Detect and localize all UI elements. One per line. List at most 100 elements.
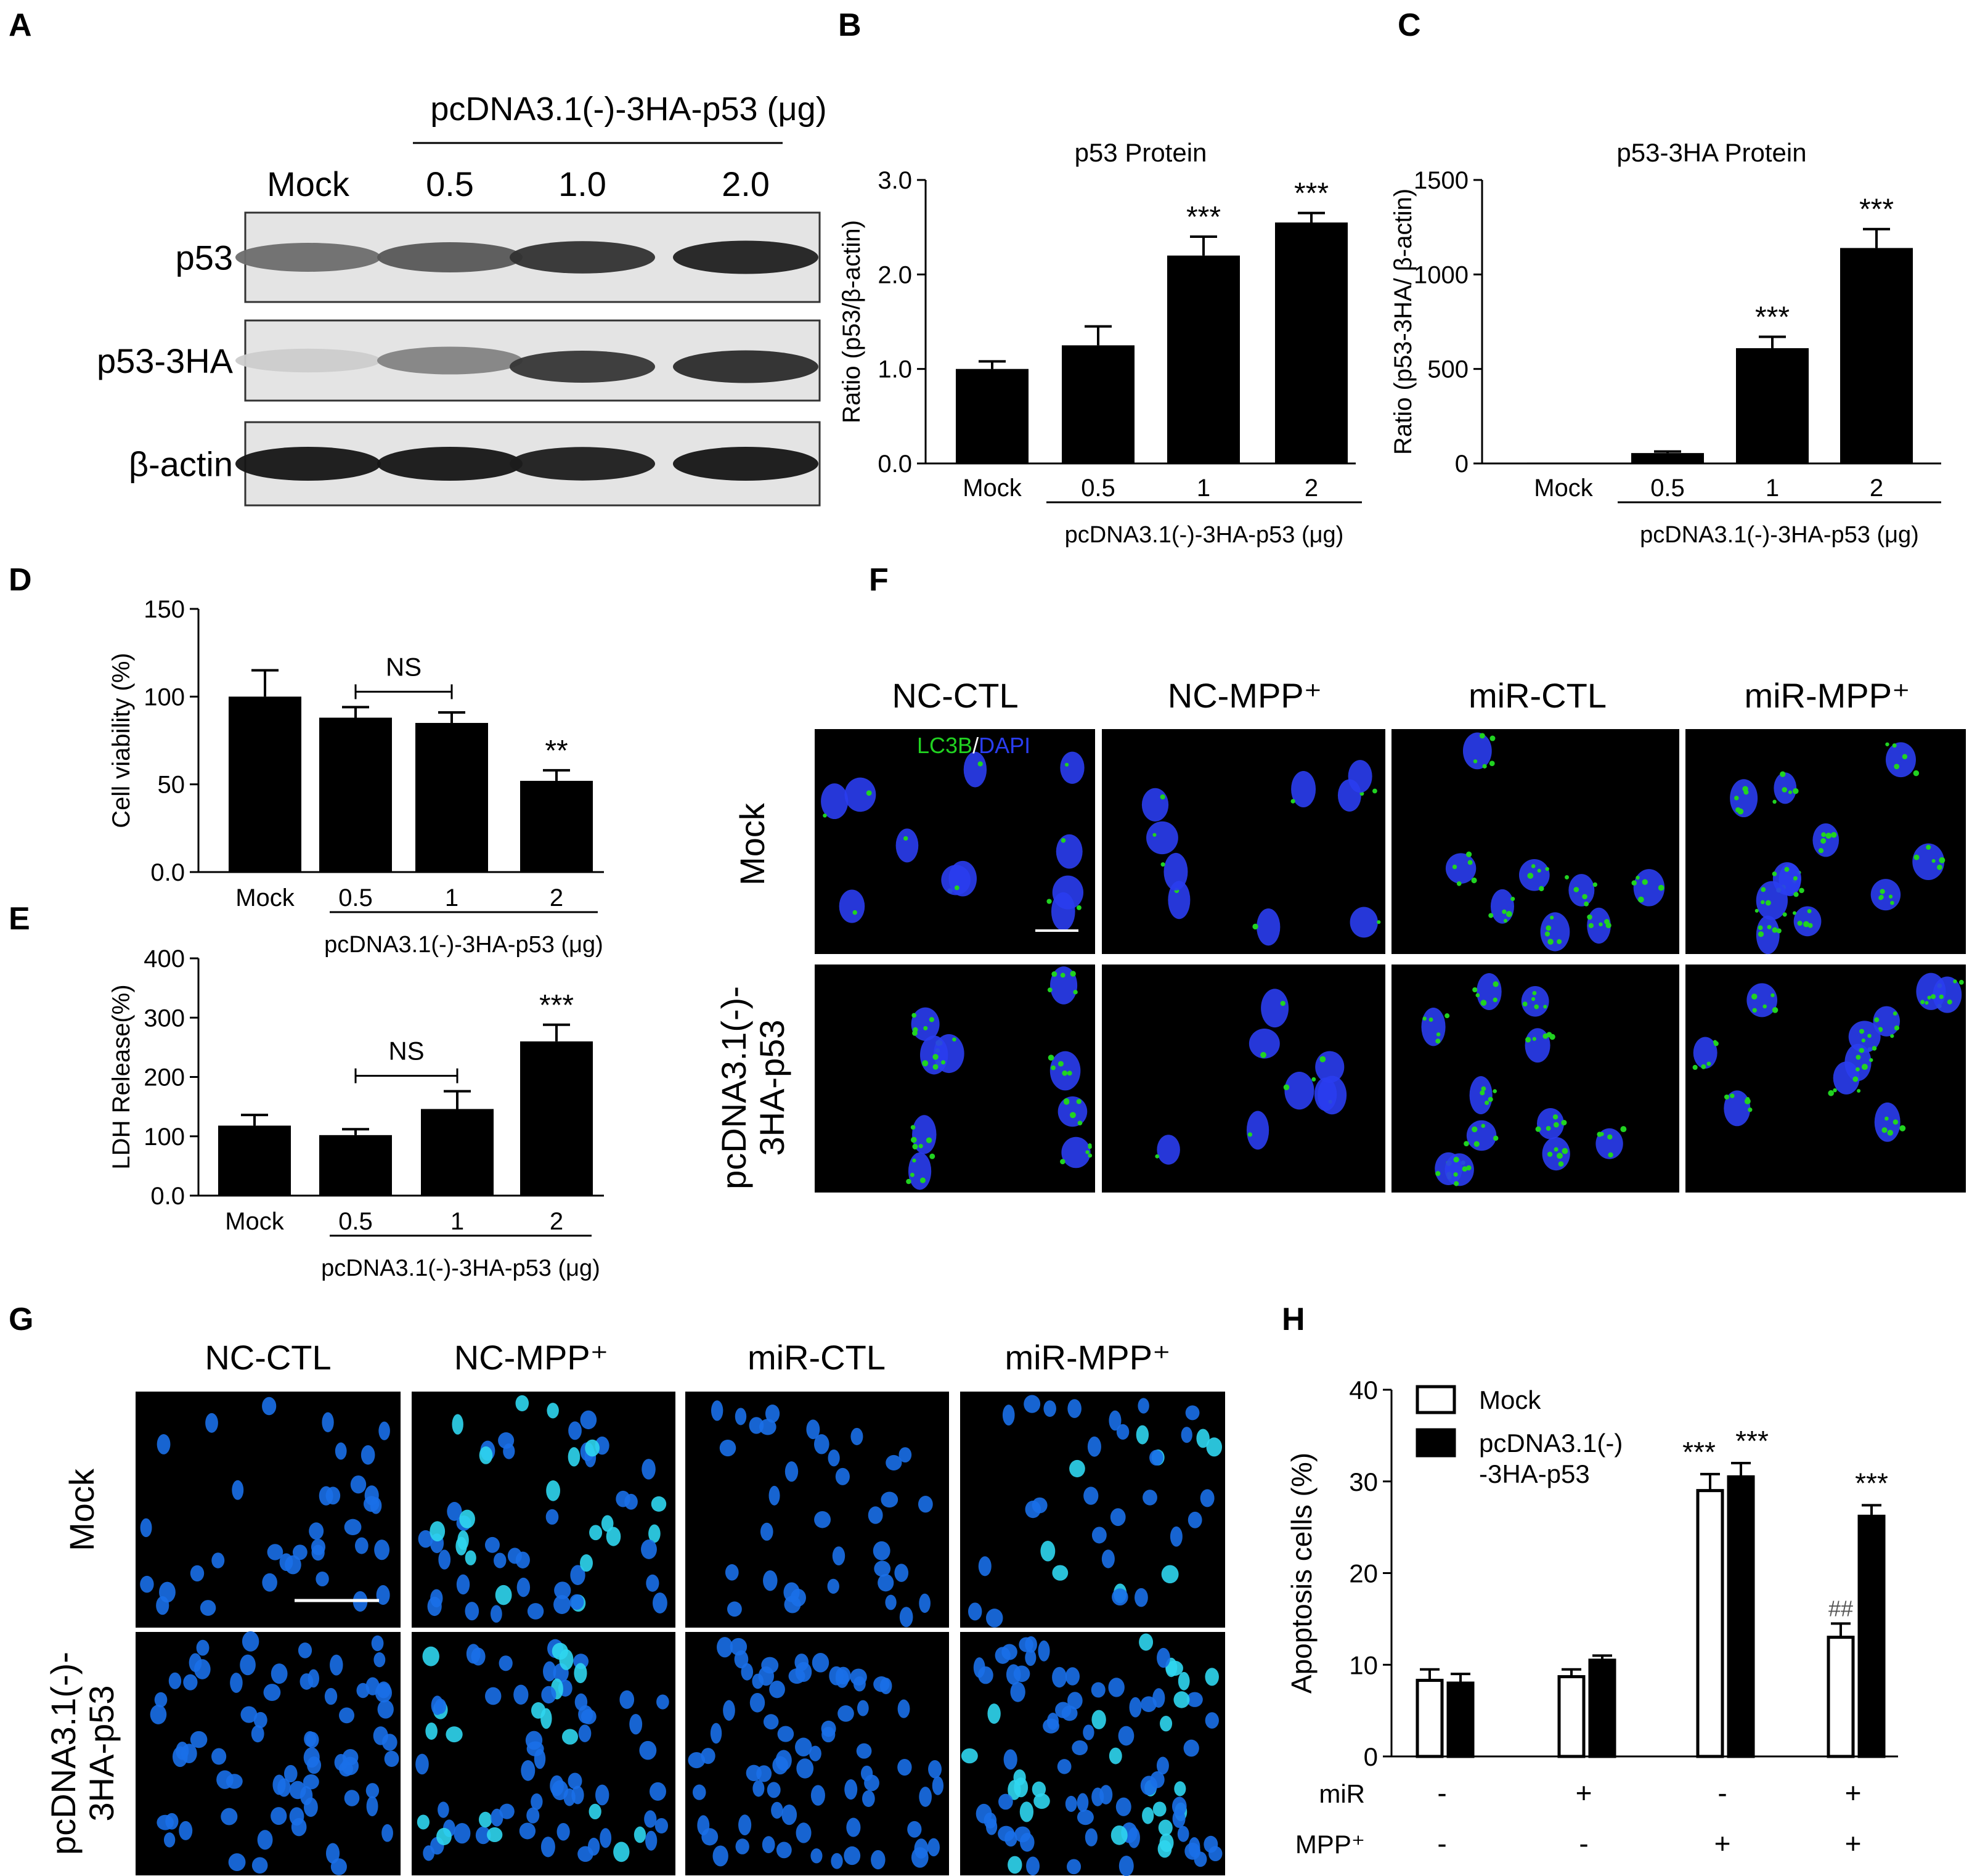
lc3b-puncta (1874, 1017, 1880, 1022)
lc3b-puncta (1953, 979, 1957, 984)
lc3b-puncta (910, 1172, 915, 1177)
nucleus-dot (814, 1511, 831, 1528)
nucleus-dot (507, 1548, 522, 1564)
nucleus-dot (230, 1673, 243, 1693)
nucleus-dot (242, 1631, 259, 1652)
nucleus-dot (1171, 1796, 1187, 1816)
nucleus-dot (585, 1439, 600, 1457)
nucleus-dot (569, 1594, 584, 1610)
nucleus-dot (1139, 1633, 1154, 1651)
lc3b-puncta (1947, 999, 1952, 1005)
y-tick-label: 40 (1349, 1376, 1378, 1405)
nucleus-dot (1185, 1405, 1200, 1421)
stain-legend-sep: / (972, 733, 979, 758)
nucleus-dot (228, 1853, 246, 1871)
nucleus-dot (490, 1605, 502, 1623)
nucleus-dot (810, 1785, 825, 1806)
nucleus-dot (157, 1434, 171, 1454)
band-label: p53-3HA (97, 341, 234, 380)
nucleus-dot (589, 1525, 603, 1541)
lc3b-puncta (1088, 1153, 1093, 1158)
y-tick-label: 2.0 (878, 261, 912, 288)
nucleus-dot (701, 1828, 719, 1846)
lc3b-puncta (1772, 871, 1777, 876)
nucleus-dot (498, 1432, 515, 1449)
bar (1527, 462, 1600, 463)
nucleus-dot (373, 1652, 386, 1668)
lc3b-puncta (1820, 838, 1827, 844)
nucleus-dot (1033, 1793, 1050, 1809)
nucleus-dot (1521, 985, 1549, 1017)
nucleus-dot (794, 1737, 812, 1757)
nucleus-dot (552, 1642, 568, 1660)
group-label: pcDNA3.1(-)-3HA-p53 (μg) (321, 1255, 600, 1281)
nucleus-dot (311, 1544, 325, 1561)
lc3b-puncta (1046, 899, 1052, 904)
nucleus-dot (1083, 1724, 1094, 1740)
nucleus-dot (495, 1584, 512, 1605)
nucleus-dot (1115, 1797, 1131, 1816)
lc3b-puncta (1587, 914, 1592, 920)
nucleus-dot (189, 1653, 202, 1673)
nucleus-dot (456, 1574, 470, 1595)
nucleus-dot (829, 1666, 844, 1686)
lc3b-puncta (1531, 997, 1536, 1001)
blot-band (377, 447, 523, 481)
lc3b-puncta (1588, 923, 1594, 929)
micrograph-tile (136, 1631, 401, 1875)
condition-value: + (1845, 1777, 1862, 1809)
nucleus-dot (619, 1690, 635, 1709)
nucleus-dot (1885, 742, 1916, 778)
micrograph-tile (1391, 729, 1679, 954)
nucleus-dot (1142, 1807, 1154, 1824)
nucleus-dot (574, 1693, 588, 1711)
stain-legend-blue: DAPI (979, 733, 1030, 758)
nucleus-dot (927, 1838, 940, 1857)
lc3b-puncta (1744, 1098, 1751, 1104)
bar (319, 717, 392, 872)
nucleus-dot (832, 1546, 845, 1565)
panel-label-e: E (9, 901, 30, 937)
nucleus-dot (1019, 1801, 1034, 1822)
nucleus-dot (516, 1577, 531, 1597)
lc3b-puncta (1073, 990, 1078, 995)
nucleus-dot (541, 1686, 556, 1704)
nucleus-dot (1183, 1739, 1199, 1757)
nucleus-dot (526, 1807, 540, 1824)
condition-label: miR (1319, 1779, 1365, 1808)
lc3b-puncta (1048, 1054, 1054, 1061)
nucleus-dot (1284, 1071, 1314, 1110)
nucleus-dot (860, 1765, 873, 1781)
nucleus-dot (211, 1552, 225, 1568)
lc3b-puncta (977, 761, 983, 767)
blot-band (235, 243, 381, 272)
lc3b-puncta (1765, 900, 1771, 906)
nucleus-dot (1350, 907, 1378, 938)
y-tick-label: 100 (144, 683, 185, 711)
nucleus-dot (1933, 976, 1962, 1013)
x-tick-label: Mock (1534, 475, 1594, 502)
y-tick-label: 1000 (1414, 261, 1469, 288)
lc3b-puncta (1155, 1154, 1160, 1159)
nucleus-dot (763, 1570, 778, 1591)
lc3b-puncta (1884, 1116, 1889, 1121)
nucleus-dot (1057, 1096, 1088, 1127)
lc3b-puncta (1927, 995, 1931, 1000)
nucleus-dot (769, 1681, 785, 1699)
nucleus-dot (1160, 1715, 1173, 1732)
nucleus-dot (580, 1554, 593, 1572)
bar (1727, 1475, 1755, 1758)
y-tick-label: 0.0 (150, 859, 185, 886)
chart-e: 0.0 100 200 300 400 LDH Release(%) Mock 0.5 1 ***… (108, 945, 604, 1281)
significance-label: *** (1855, 1467, 1888, 1499)
lc3b-puncta (1573, 887, 1579, 892)
lc3b-puncta (1636, 875, 1640, 880)
nucleus-dot (897, 1699, 910, 1718)
lc3b-puncta (1525, 1037, 1531, 1043)
lc3b-puncta (1479, 733, 1485, 739)
nucleus-dot (299, 1673, 314, 1690)
nucleus-dot (376, 1585, 390, 1605)
lc3b-puncta (1761, 887, 1766, 892)
lane-label: 1.0 (558, 165, 606, 203)
nucleus-dot (446, 1726, 463, 1743)
